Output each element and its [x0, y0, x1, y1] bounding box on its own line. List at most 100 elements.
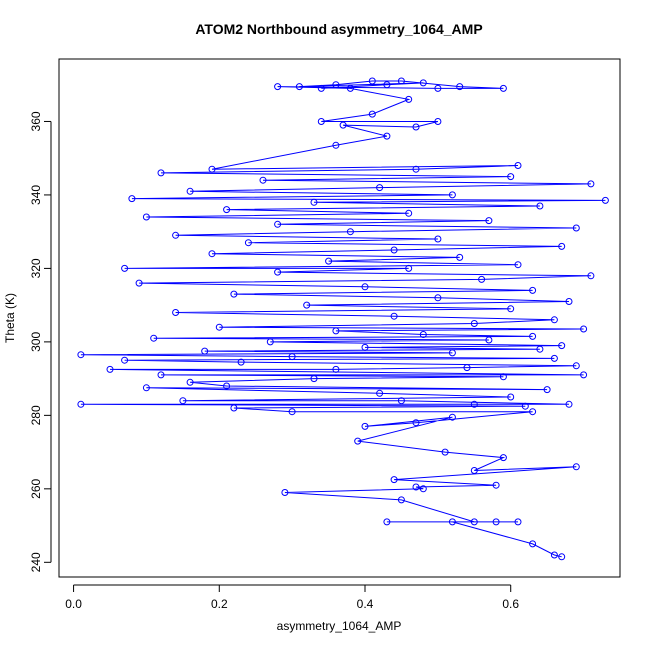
data-point	[601, 196, 609, 204]
x-tick-label: 0.0	[65, 597, 82, 611]
data-point	[157, 371, 165, 379]
data-point	[529, 540, 537, 548]
data-point	[514, 518, 522, 526]
data-point	[587, 180, 595, 188]
data-point	[223, 382, 231, 390]
data-point	[354, 437, 362, 445]
data-point	[565, 298, 573, 305]
data-point	[274, 220, 282, 228]
data-point	[448, 413, 456, 421]
data-point	[317, 84, 325, 92]
series-line	[80, 80, 606, 558]
data-point	[346, 84, 354, 92]
data-point	[434, 118, 442, 125]
data-point	[390, 246, 398, 254]
data-point	[390, 312, 398, 320]
y-tick-label: 340	[29, 185, 43, 205]
data-point	[456, 253, 464, 261]
data-point	[470, 400, 478, 408]
data-point	[463, 364, 471, 372]
data-point	[499, 373, 507, 381]
data-point	[244, 239, 252, 247]
data-point	[412, 123, 420, 131]
data-point	[405, 95, 413, 103]
data-point	[485, 336, 493, 344]
data-point	[572, 362, 580, 370]
data-point	[580, 325, 588, 333]
data-point	[332, 327, 340, 335]
data-point	[507, 305, 515, 313]
plot-area	[77, 77, 609, 561]
data-point	[529, 286, 537, 294]
data-point	[434, 294, 442, 302]
data-point	[405, 264, 413, 272]
data-point	[470, 467, 478, 474]
data-point	[121, 356, 129, 364]
data-point	[172, 309, 180, 316]
data-point	[521, 402, 529, 410]
y-tick-label: 260	[29, 478, 43, 498]
data-point	[361, 343, 369, 351]
data-point	[368, 77, 376, 85]
data-point	[208, 165, 216, 173]
chart-title: ATOM2 Northbound asymmetry_1064_AMP	[195, 21, 482, 37]
data-point	[550, 551, 558, 559]
data-point	[492, 481, 500, 489]
data-point	[412, 483, 420, 491]
data-point	[317, 118, 325, 125]
x-tick-label: 0.4	[357, 597, 374, 611]
data-point	[536, 202, 544, 210]
data-point	[448, 518, 456, 526]
data-point	[529, 332, 537, 340]
data-point	[186, 187, 194, 195]
data-point	[259, 176, 267, 184]
data-point	[558, 553, 566, 561]
data-point	[361, 422, 369, 430]
data-point	[230, 290, 238, 298]
data-point	[448, 191, 456, 199]
data-point	[572, 224, 580, 232]
data-point	[172, 231, 180, 239]
data-point	[150, 334, 158, 342]
data-point	[397, 397, 405, 405]
data-point	[208, 250, 216, 258]
data-point	[434, 235, 442, 243]
data-point	[237, 358, 245, 366]
data-point	[325, 257, 333, 265]
data-point	[230, 404, 238, 412]
y-tick-label: 280	[29, 405, 43, 425]
data-point	[77, 400, 85, 408]
data-point	[529, 408, 537, 416]
data-point	[310, 375, 318, 383]
data-point	[397, 77, 405, 85]
data-point	[201, 347, 209, 355]
data-point	[376, 184, 384, 192]
data-point	[179, 397, 187, 405]
data-point	[332, 141, 340, 149]
data-point	[128, 195, 136, 203]
data-point	[368, 110, 376, 118]
data-point	[361, 283, 369, 291]
data-point	[543, 386, 551, 394]
data-point	[456, 83, 464, 91]
y-axis-label: Theta (K)	[3, 293, 17, 343]
data-point	[376, 389, 384, 397]
data-point	[587, 272, 595, 280]
data-point	[514, 162, 522, 169]
plot-frame	[58, 58, 621, 578]
data-point	[485, 217, 493, 225]
data-point	[419, 331, 427, 338]
data-point	[339, 121, 347, 129]
data-point	[405, 209, 413, 217]
data-point	[383, 518, 391, 526]
data-point	[186, 378, 194, 386]
data-point	[310, 198, 318, 206]
data-point	[536, 345, 544, 353]
data-point	[223, 206, 231, 214]
data-point	[77, 351, 85, 359]
y-tick-label: 300	[29, 332, 43, 352]
data-point	[492, 518, 500, 526]
data-point	[419, 79, 427, 87]
x-tick-label: 0.6	[502, 597, 519, 611]
data-point	[266, 338, 274, 346]
